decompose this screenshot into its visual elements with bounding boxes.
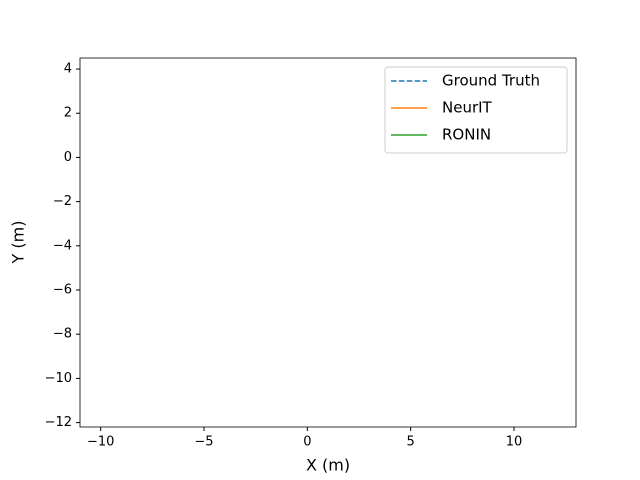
y-tick-label: −10 <box>45 371 72 386</box>
x-tick-label: −5 <box>194 435 213 450</box>
y-tick-label: −8 <box>53 327 72 342</box>
y-tick-label: 0 <box>64 150 72 165</box>
x-axis-label: X (m) <box>306 456 350 475</box>
legend-label: NeurIT <box>442 99 493 117</box>
y-tick-label: −12 <box>45 415 72 430</box>
y-tick-label: 2 <box>64 106 72 121</box>
y-tick-label: 4 <box>64 62 72 77</box>
x-tick-label: −10 <box>87 435 114 450</box>
x-tick-label: 0 <box>303 435 311 450</box>
y-tick-label: −2 <box>53 194 72 209</box>
y-axis-label: Y (m) <box>9 221 28 265</box>
x-tick-label: 10 <box>506 435 523 450</box>
y-tick-label: −4 <box>53 238 72 253</box>
legend-label: Ground Truth <box>442 72 540 90</box>
x-tick-label: 5 <box>407 435 415 450</box>
y-tick-label: −6 <box>53 283 72 298</box>
plot-frame <box>79 57 577 428</box>
legend-box <box>384 66 568 154</box>
legend-label: RONIN <box>442 126 491 144</box>
